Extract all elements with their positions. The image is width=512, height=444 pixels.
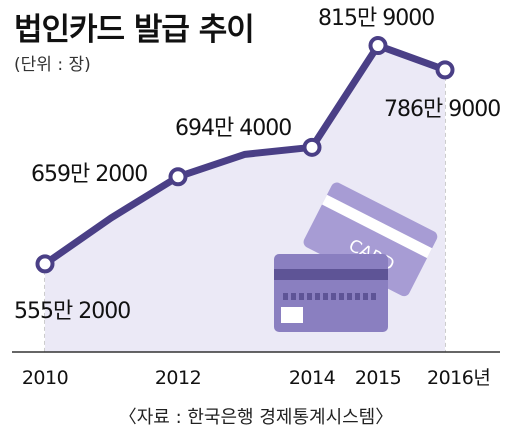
data-point: [302, 137, 322, 157]
card-dot: [347, 293, 352, 300]
data-point: [35, 254, 55, 274]
card-number-dots: [283, 293, 376, 300]
x-tick-label: 2012: [155, 367, 201, 389]
data-label: 694만 4000: [175, 116, 291, 141]
magnetic-stripe: [274, 269, 388, 280]
card-dot: [307, 293, 312, 300]
data-points: [35, 36, 455, 274]
card-dot: [371, 293, 376, 300]
card-dot: [283, 293, 288, 300]
card-dot: [331, 293, 336, 300]
credit-card-illustration: CARD: [274, 182, 438, 332]
data-label: 659만 2000: [31, 162, 147, 187]
card-stripe: [321, 194, 433, 259]
chart-title: 법인카드 발급 추이: [14, 12, 255, 48]
data-point: [435, 60, 455, 80]
x-tick-label: 2015: [355, 367, 401, 389]
card-dot: [363, 293, 368, 300]
data-label: 786만 9000: [384, 97, 500, 122]
card-dot: [355, 293, 360, 300]
data-point: [368, 36, 388, 56]
data-label: 815만 9000: [318, 6, 434, 31]
card-dot: [299, 293, 304, 300]
card-front: [274, 254, 388, 332]
x-tick-label: 2014: [289, 367, 336, 389]
card-dot: [323, 293, 328, 300]
data-labels: 555만 2000 659만 2000 694만 4000 815만 9000 786만…: [14, 6, 501, 324]
x-tick-labels: 2010 2012 2014 2015 2016년: [22, 367, 491, 389]
card-dot: [315, 293, 320, 300]
data-label: 555만 2000: [14, 299, 130, 324]
x-tick-label: 2016년: [427, 367, 490, 389]
card-dot: [339, 293, 344, 300]
card-dot: [291, 293, 296, 300]
data-point: [168, 167, 188, 187]
source-note: 〈자료 : 한국은행 경제통계시스템〉: [118, 407, 394, 428]
unit-label: (단위 : 장): [14, 55, 91, 75]
x-tick-label: 2010: [22, 367, 68, 389]
card-chip: [281, 307, 303, 323]
